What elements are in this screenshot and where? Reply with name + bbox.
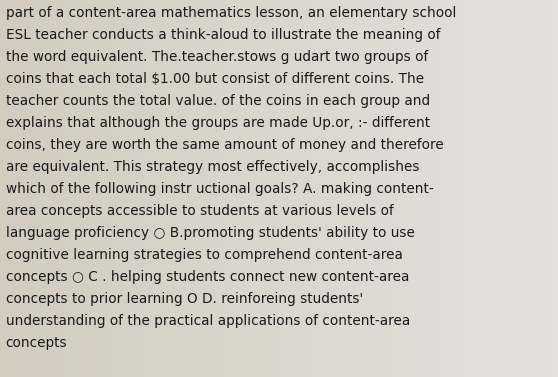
Text: are equivalent. This strategy most effectively, accomplishes: are equivalent. This strategy most effec… bbox=[6, 160, 419, 174]
Text: explains that although the groups are made Up.or, :- different: explains that although the groups are ma… bbox=[6, 116, 430, 130]
Text: coins, they are worth the same amount of money and therefore: coins, they are worth the same amount of… bbox=[6, 138, 443, 152]
Text: teacher counts the total value. of the coins in each group and: teacher counts the total value. of the c… bbox=[6, 94, 430, 108]
Text: language proficiency ○ B.promoting students' ability to use: language proficiency ○ B.promoting stude… bbox=[6, 226, 415, 240]
Text: area concepts accessible to students at various levels of: area concepts accessible to students at … bbox=[6, 204, 393, 218]
Text: concepts: concepts bbox=[6, 337, 67, 351]
Text: which of the following instr uctional goals? A. making content-: which of the following instr uctional go… bbox=[6, 182, 434, 196]
Text: concepts ○ C . helping students connect new content-area: concepts ○ C . helping students connect … bbox=[6, 270, 409, 284]
Text: part of a content-area mathematics lesson, an elementary school: part of a content-area mathematics lesso… bbox=[6, 6, 456, 20]
Text: the word equivalent. The.teacher.stows g udart two groups of: the word equivalent. The.teacher.stows g… bbox=[6, 50, 428, 64]
Text: coins that each total $1.00 but consist of different coins. The: coins that each total $1.00 but consist … bbox=[6, 72, 424, 86]
Text: ESL teacher conducts a think-aloud to illustrate the meaning of: ESL teacher conducts a think-aloud to il… bbox=[6, 28, 440, 42]
Text: concepts to prior learning O D. reinforeing students': concepts to prior learning O D. reinfore… bbox=[6, 293, 363, 307]
Text: understanding of the practical applications of content-area: understanding of the practical applicati… bbox=[6, 314, 410, 328]
Text: cognitive learning strategies to comprehend content-area: cognitive learning strategies to compreh… bbox=[6, 248, 402, 262]
